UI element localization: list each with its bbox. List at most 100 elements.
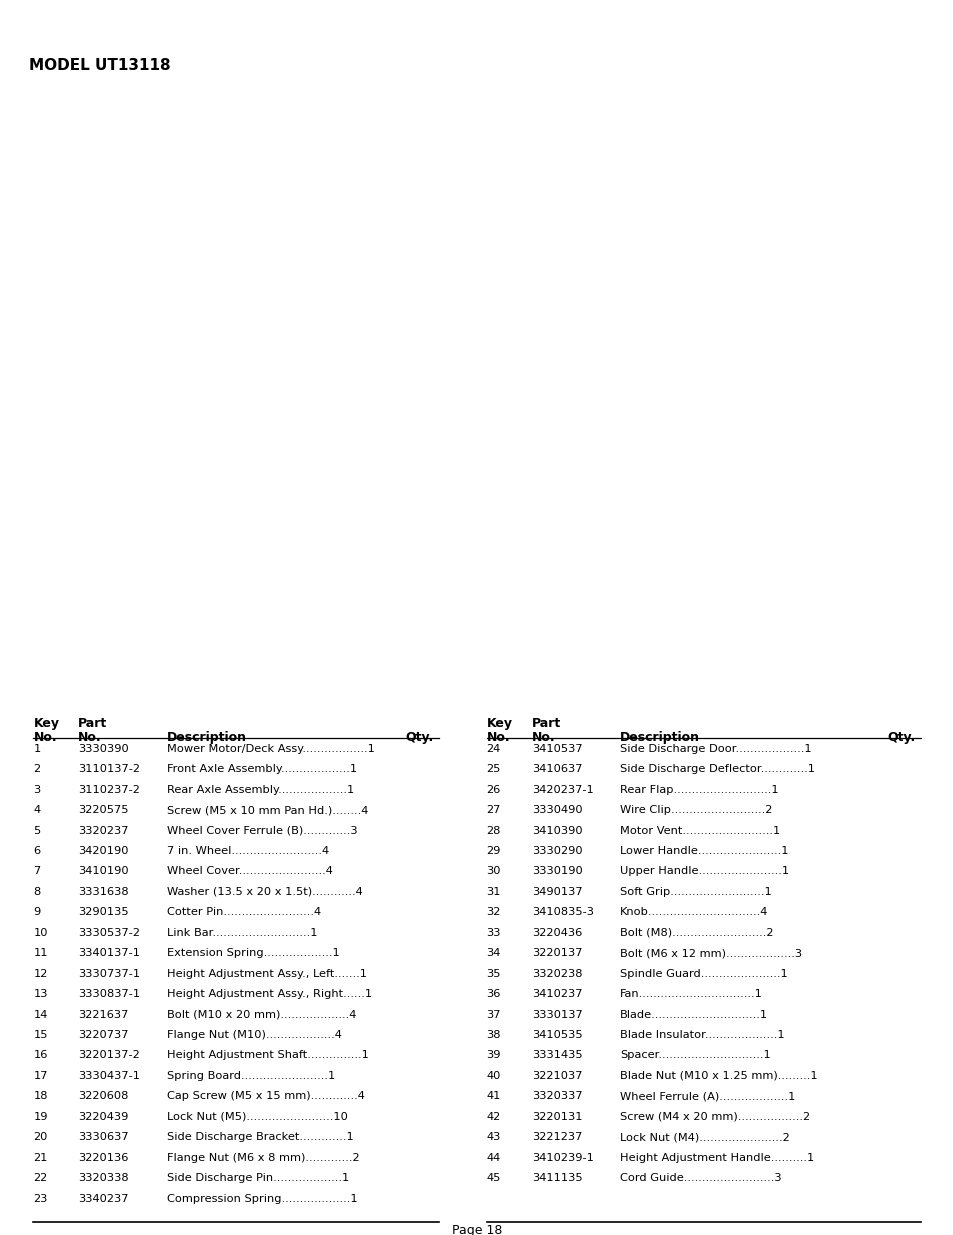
Text: 27: 27 [486, 805, 500, 815]
Text: Lower Handle.......................1: Lower Handle.......................1 [619, 846, 788, 856]
Text: 3330537-2: 3330537-2 [78, 927, 140, 937]
Text: No.: No. [486, 731, 510, 743]
Text: 3330290: 3330290 [532, 846, 582, 856]
Text: Key: Key [486, 718, 512, 730]
Text: 3330137: 3330137 [532, 1009, 582, 1020]
Text: 3220575: 3220575 [78, 805, 129, 815]
Text: 3320337: 3320337 [532, 1092, 582, 1102]
Text: Knob...............................4: Knob...............................4 [619, 908, 768, 918]
Text: 19: 19 [33, 1112, 48, 1121]
Text: 3330190: 3330190 [532, 867, 582, 877]
Text: Spacer.............................1: Spacer.............................1 [619, 1051, 770, 1061]
Text: Wheel Cover........................4: Wheel Cover........................4 [167, 867, 333, 877]
Text: 3220136: 3220136 [78, 1152, 129, 1162]
Text: Cotter Pin.........................4: Cotter Pin.........................4 [167, 908, 321, 918]
Text: 3220137-2: 3220137-2 [78, 1051, 140, 1061]
Text: 10: 10 [33, 927, 48, 937]
Text: 3220608: 3220608 [78, 1092, 129, 1102]
Text: Height Adjustment Shaft...............1: Height Adjustment Shaft...............1 [167, 1051, 369, 1061]
Text: 42: 42 [486, 1112, 500, 1121]
Text: Lock Nut (M5)........................10: Lock Nut (M5)........................10 [167, 1112, 348, 1121]
Text: EXPLODED VIEW/PARTS LIST: EXPLODED VIEW/PARTS LIST [289, 15, 664, 38]
Text: 3330490: 3330490 [532, 805, 582, 815]
Text: No.: No. [532, 731, 556, 743]
Text: Height Adjustment Assy., Left.......1: Height Adjustment Assy., Left.......1 [167, 968, 367, 978]
Text: Spring Board........................1: Spring Board........................1 [167, 1071, 335, 1081]
Text: 22: 22 [33, 1173, 48, 1183]
Text: Flange Nut (M6 x 8 mm).............2: Flange Nut (M6 x 8 mm).............2 [167, 1152, 359, 1162]
Text: 17: 17 [33, 1071, 48, 1081]
Text: Soft Grip..........................1: Soft Grip..........................1 [619, 887, 771, 897]
Text: 3410390: 3410390 [532, 825, 582, 836]
Text: No.: No. [78, 731, 102, 743]
Text: Fan................................1: Fan................................1 [619, 989, 762, 999]
Text: Cord Guide.........................3: Cord Guide.........................3 [619, 1173, 781, 1183]
Text: Wheel Cover Ferrule (B).............3: Wheel Cover Ferrule (B).............3 [167, 825, 357, 836]
Text: Compression Spring...................1: Compression Spring...................1 [167, 1193, 357, 1204]
Text: Side Discharge Bracket.............1: Side Discharge Bracket.............1 [167, 1132, 354, 1142]
Text: Description: Description [167, 731, 247, 743]
Text: Rear Axle Assembly...................1: Rear Axle Assembly...................1 [167, 784, 354, 794]
Text: 25: 25 [486, 764, 500, 774]
Text: Flange Nut (M10)...................4: Flange Nut (M10)...................4 [167, 1030, 341, 1040]
Text: 3220436: 3220436 [532, 927, 582, 937]
Text: 3410190: 3410190 [78, 867, 129, 877]
Text: 3410537: 3410537 [532, 743, 582, 753]
Text: Rear Flap...........................1: Rear Flap...........................1 [619, 784, 778, 794]
Text: 3320238: 3320238 [532, 968, 582, 978]
Text: 3340137-1: 3340137-1 [78, 948, 140, 958]
Text: No.: No. [33, 731, 57, 743]
Text: 3221637: 3221637 [78, 1009, 129, 1020]
Text: 3331638: 3331638 [78, 887, 129, 897]
Text: 3420237-1: 3420237-1 [532, 784, 594, 794]
Text: 28: 28 [486, 825, 500, 836]
Text: 3330737-1: 3330737-1 [78, 968, 140, 978]
Text: Side Discharge Deflector.............1: Side Discharge Deflector.............1 [619, 764, 814, 774]
Text: 23: 23 [33, 1193, 48, 1204]
Text: 3490137: 3490137 [532, 887, 582, 897]
Text: Front Axle Assembly...................1: Front Axle Assembly...................1 [167, 764, 356, 774]
Text: Side Discharge Door...................1: Side Discharge Door...................1 [619, 743, 811, 753]
Text: 3: 3 [33, 784, 41, 794]
Text: 36: 36 [486, 989, 500, 999]
Text: 3290135: 3290135 [78, 908, 129, 918]
Text: 29: 29 [486, 846, 500, 856]
Text: 7 in. Wheel.........................4: 7 in. Wheel.........................4 [167, 846, 329, 856]
Text: 41: 41 [486, 1092, 500, 1102]
Text: 14: 14 [33, 1009, 48, 1020]
Text: 3320237: 3320237 [78, 825, 129, 836]
Text: 32: 32 [486, 908, 500, 918]
Text: 4: 4 [33, 805, 40, 815]
Text: 12: 12 [33, 968, 48, 978]
Text: 26: 26 [486, 784, 500, 794]
Text: 39: 39 [486, 1051, 500, 1061]
Text: 9: 9 [33, 908, 41, 918]
Text: 8: 8 [33, 887, 41, 897]
Text: 3221037: 3221037 [532, 1071, 582, 1081]
Text: Mower Motor/Deck Assy..................1: Mower Motor/Deck Assy..................1 [167, 743, 375, 753]
Text: 3420190: 3420190 [78, 846, 129, 856]
Text: Wire Clip..........................2: Wire Clip..........................2 [619, 805, 772, 815]
Text: Description: Description [619, 731, 700, 743]
Text: 35: 35 [486, 968, 500, 978]
Text: 1: 1 [33, 743, 41, 753]
Text: 21: 21 [33, 1152, 48, 1162]
Text: MODEL UT13118: MODEL UT13118 [29, 58, 170, 73]
Text: 45: 45 [486, 1173, 500, 1183]
Text: 13: 13 [33, 989, 48, 999]
Text: Height Adjustment Handle..........1: Height Adjustment Handle..........1 [619, 1152, 814, 1162]
Text: 3410535: 3410535 [532, 1030, 582, 1040]
Text: Cap Screw (M5 x 15 mm).............4: Cap Screw (M5 x 15 mm).............4 [167, 1092, 364, 1102]
Text: 3330437-1: 3330437-1 [78, 1071, 140, 1081]
Text: Motor Vent.........................1: Motor Vent.........................1 [619, 825, 780, 836]
Text: Screw (M5 x 10 mm Pan Hd.)........4: Screw (M5 x 10 mm Pan Hd.)........4 [167, 805, 368, 815]
Text: 3110137-2: 3110137-2 [78, 764, 140, 774]
Text: 5: 5 [33, 825, 41, 836]
Text: 3220131: 3220131 [532, 1112, 582, 1121]
Text: Page 18: Page 18 [452, 1224, 501, 1235]
Text: 43: 43 [486, 1132, 500, 1142]
Text: Link Bar...........................1: Link Bar...........................1 [167, 927, 317, 937]
Text: 40: 40 [486, 1071, 500, 1081]
Text: Blade..............................1: Blade..............................1 [619, 1009, 767, 1020]
Text: 3220439: 3220439 [78, 1112, 129, 1121]
